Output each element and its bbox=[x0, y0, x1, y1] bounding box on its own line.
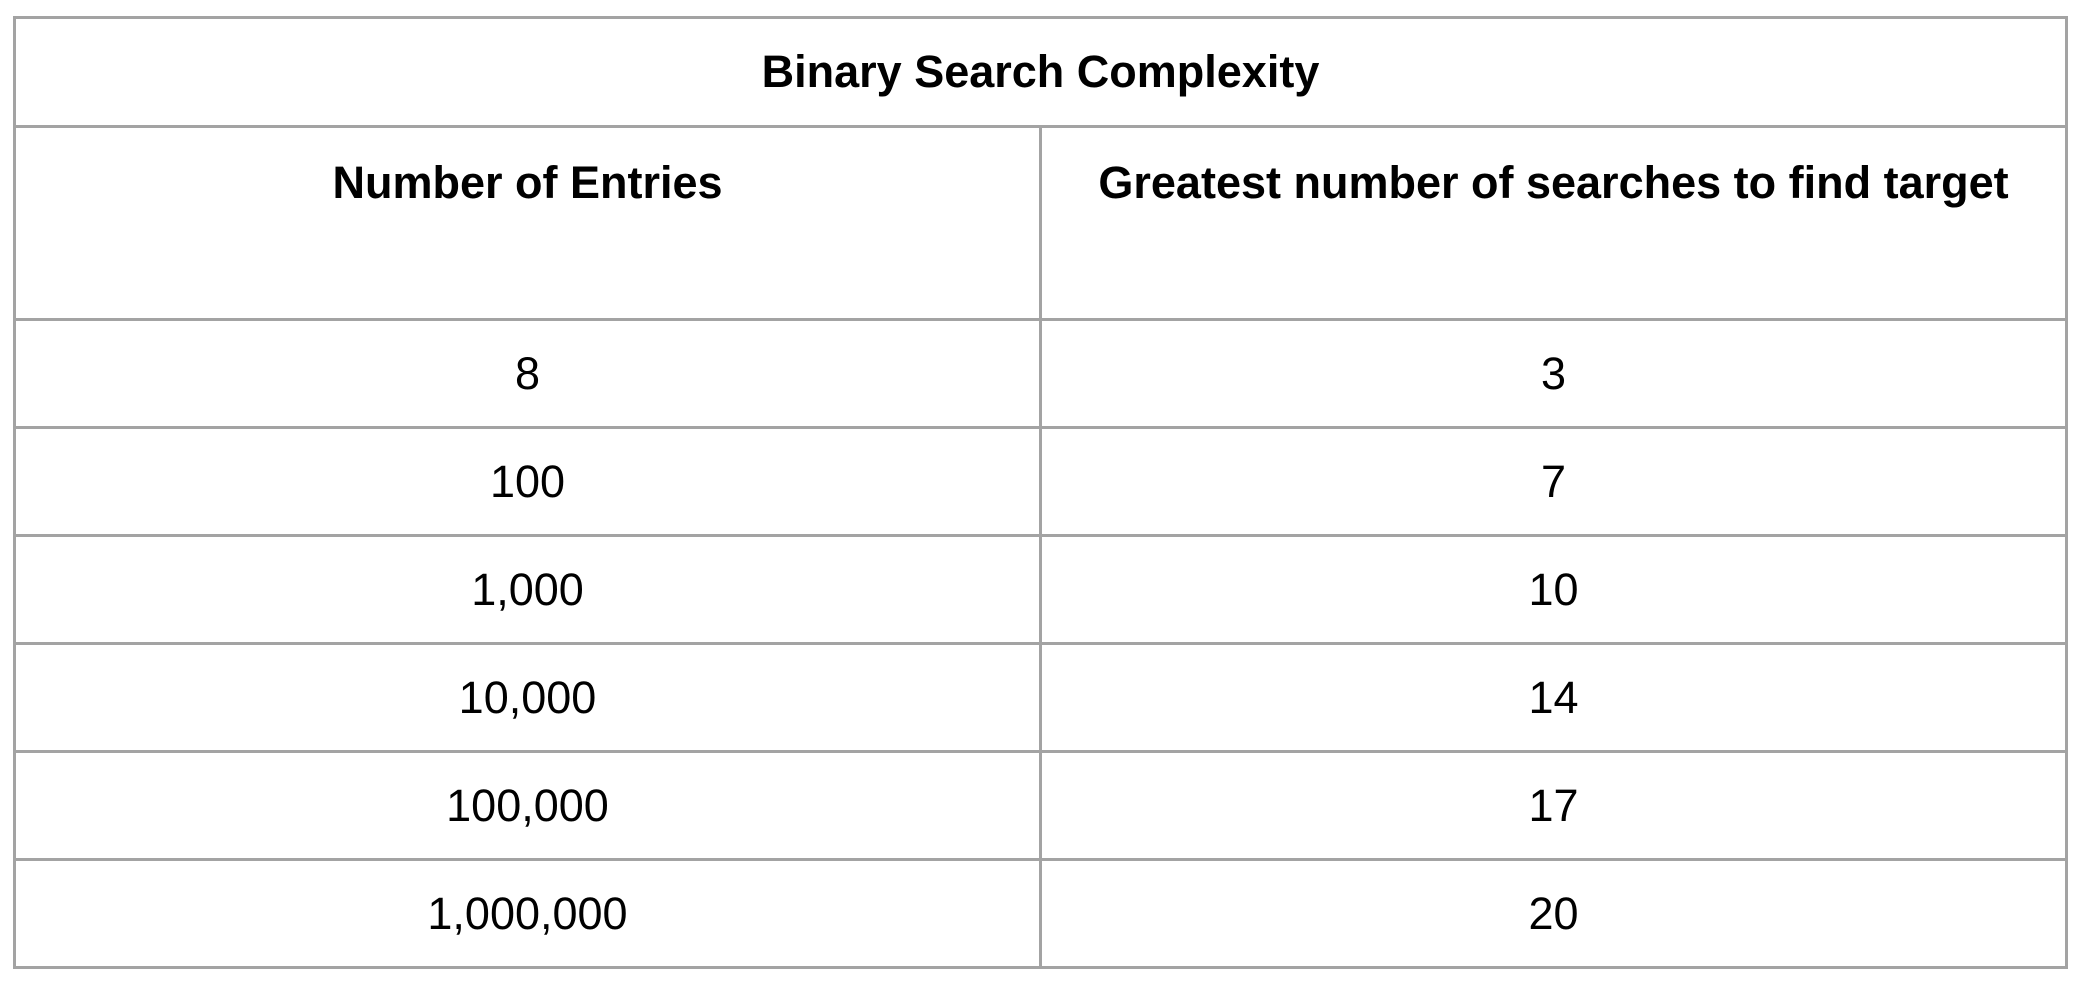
table-row: 100,000 17 bbox=[13, 750, 2068, 861]
binary-search-complexity-table: Binary Search Complexity Number of Entri… bbox=[13, 16, 2068, 969]
header-row: Number of Entries Greatest number of sea… bbox=[13, 125, 2068, 321]
entries-cell: 1,000,000 bbox=[13, 858, 1042, 969]
searches-cell: 3 bbox=[1039, 318, 2068, 429]
searches-cell: 17 bbox=[1039, 750, 2068, 861]
searches-cell: 20 bbox=[1039, 858, 2068, 969]
table-row: 1,000 10 bbox=[13, 534, 2068, 645]
table-row: 100 7 bbox=[13, 426, 2068, 537]
searches-cell: 10 bbox=[1039, 534, 2068, 645]
title-row: Binary Search Complexity bbox=[13, 16, 2068, 128]
searches-cell: 7 bbox=[1039, 426, 2068, 537]
entries-cell: 100 bbox=[13, 426, 1042, 537]
entries-cell: 100,000 bbox=[13, 750, 1042, 861]
table-row: 1,000,000 20 bbox=[13, 858, 2068, 969]
table-title: Binary Search Complexity bbox=[13, 16, 2068, 128]
column-header-searches: Greatest number of searches to find targ… bbox=[1039, 125, 2068, 321]
table-row: 8 3 bbox=[13, 318, 2068, 429]
entries-cell: 1,000 bbox=[13, 534, 1042, 645]
column-header-entries: Number of Entries bbox=[13, 125, 1042, 321]
entries-cell: 10,000 bbox=[13, 642, 1042, 753]
table-row: 10,000 14 bbox=[13, 642, 2068, 753]
searches-cell: 14 bbox=[1039, 642, 2068, 753]
entries-cell: 8 bbox=[13, 318, 1042, 429]
